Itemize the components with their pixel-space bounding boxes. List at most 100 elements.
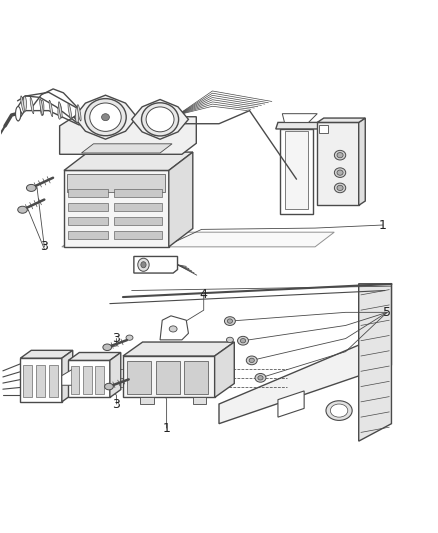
Ellipse shape (146, 107, 174, 132)
Ellipse shape (227, 319, 233, 323)
Ellipse shape (40, 99, 43, 115)
Ellipse shape (337, 170, 343, 175)
Ellipse shape (258, 376, 263, 380)
Text: 5: 5 (383, 306, 391, 319)
Ellipse shape (75, 107, 79, 123)
Text: 1: 1 (162, 422, 170, 434)
Text: 3: 3 (40, 240, 48, 253)
Polygon shape (68, 217, 108, 225)
Text: 1: 1 (379, 219, 387, 231)
Polygon shape (83, 366, 92, 394)
Polygon shape (286, 131, 307, 209)
Ellipse shape (90, 103, 121, 131)
Polygon shape (68, 203, 108, 211)
Text: 3: 3 (113, 332, 120, 345)
Ellipse shape (334, 183, 346, 193)
Polygon shape (184, 361, 208, 394)
Polygon shape (22, 365, 32, 398)
Ellipse shape (103, 344, 112, 351)
Polygon shape (127, 361, 151, 394)
Polygon shape (114, 189, 162, 197)
Polygon shape (60, 117, 196, 154)
Ellipse shape (337, 152, 343, 158)
Polygon shape (95, 366, 104, 394)
Polygon shape (280, 129, 313, 214)
Polygon shape (67, 174, 165, 192)
Ellipse shape (18, 206, 27, 213)
Ellipse shape (68, 103, 72, 119)
Ellipse shape (21, 96, 25, 112)
Polygon shape (160, 316, 188, 340)
Polygon shape (68, 360, 110, 398)
Polygon shape (141, 398, 153, 404)
Ellipse shape (337, 185, 343, 190)
Ellipse shape (23, 96, 26, 112)
Polygon shape (169, 152, 193, 247)
Ellipse shape (330, 404, 348, 417)
Polygon shape (123, 356, 215, 398)
Ellipse shape (240, 338, 246, 343)
Polygon shape (114, 217, 162, 225)
Text: 3: 3 (113, 398, 120, 410)
Ellipse shape (102, 114, 110, 120)
Ellipse shape (141, 262, 146, 268)
Polygon shape (278, 391, 304, 417)
Polygon shape (114, 231, 162, 239)
Polygon shape (215, 342, 234, 398)
Ellipse shape (246, 356, 257, 365)
Polygon shape (110, 352, 121, 398)
Ellipse shape (334, 168, 346, 177)
Ellipse shape (26, 184, 36, 191)
Ellipse shape (138, 258, 149, 271)
Polygon shape (62, 350, 73, 402)
Polygon shape (49, 365, 58, 398)
Polygon shape (20, 358, 62, 402)
Polygon shape (219, 284, 392, 424)
Polygon shape (193, 398, 206, 404)
Ellipse shape (85, 99, 126, 136)
Polygon shape (71, 366, 79, 394)
Polygon shape (123, 342, 234, 356)
Ellipse shape (30, 98, 34, 114)
Polygon shape (20, 350, 73, 358)
Ellipse shape (58, 103, 61, 119)
Ellipse shape (255, 374, 266, 382)
Ellipse shape (169, 326, 177, 332)
Ellipse shape (59, 102, 62, 118)
Ellipse shape (49, 100, 53, 117)
Ellipse shape (226, 337, 233, 343)
Polygon shape (81, 144, 172, 153)
Ellipse shape (334, 150, 346, 160)
Polygon shape (283, 114, 317, 123)
Ellipse shape (237, 336, 248, 345)
Polygon shape (155, 361, 180, 394)
Polygon shape (68, 189, 108, 197)
Polygon shape (319, 125, 328, 133)
Polygon shape (68, 352, 121, 360)
Polygon shape (114, 203, 162, 211)
Polygon shape (62, 369, 78, 385)
Polygon shape (359, 118, 365, 205)
Text: 4: 4 (200, 288, 208, 301)
Ellipse shape (105, 383, 113, 390)
Ellipse shape (326, 401, 352, 421)
Ellipse shape (141, 103, 179, 136)
Ellipse shape (224, 317, 235, 326)
Polygon shape (134, 256, 177, 273)
Polygon shape (317, 118, 365, 123)
Ellipse shape (249, 358, 254, 362)
Polygon shape (359, 284, 392, 441)
Polygon shape (74, 95, 137, 139)
Polygon shape (62, 232, 334, 247)
Ellipse shape (15, 107, 21, 121)
Polygon shape (35, 365, 45, 398)
Polygon shape (64, 171, 169, 247)
Polygon shape (64, 152, 193, 171)
Ellipse shape (126, 335, 133, 340)
Polygon shape (276, 123, 321, 129)
Ellipse shape (78, 104, 81, 121)
Polygon shape (317, 123, 359, 205)
Polygon shape (132, 100, 188, 139)
Polygon shape (68, 231, 108, 239)
Ellipse shape (40, 100, 44, 116)
